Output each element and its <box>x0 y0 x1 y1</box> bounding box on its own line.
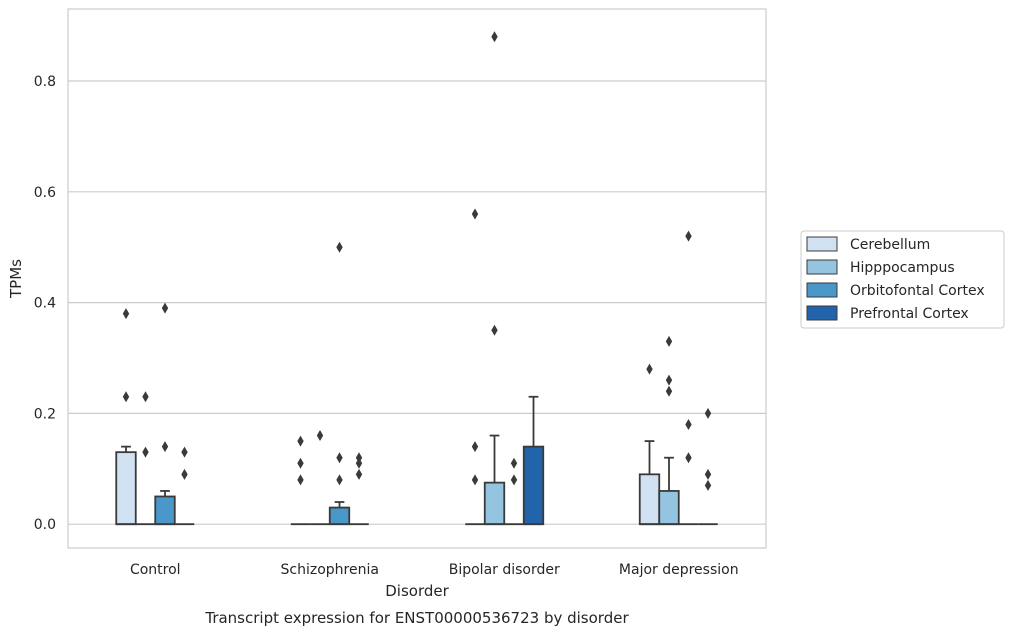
outlier-point <box>142 446 149 458</box>
outlier-point <box>685 230 692 242</box>
outlier-point <box>316 430 324 442</box>
x-tick-label: Schizophrenia <box>281 562 379 578</box>
box-group <box>658 335 680 526</box>
box <box>522 445 545 526</box>
box <box>658 490 680 526</box>
x-tick-label: Bipolar disorder <box>449 562 560 578</box>
outlier-point <box>510 457 518 469</box>
outlier-point <box>665 335 673 347</box>
box-layer <box>115 31 718 526</box>
box-group <box>698 407 718 526</box>
outlier-point <box>685 452 692 464</box>
x-tick-label: Control <box>130 562 181 578</box>
y-axis-label: TPMs <box>7 259 25 299</box>
box <box>328 506 351 526</box>
legend-frame <box>800 230 1005 329</box>
outlier-point <box>297 474 304 486</box>
box <box>115 451 137 526</box>
box-group <box>349 452 369 526</box>
outlier-point <box>336 452 343 464</box>
outlier-point <box>704 479 712 491</box>
x-axis-label: Disorder <box>385 582 449 600</box>
box-group <box>154 302 176 526</box>
legend-swatch <box>806 305 838 321</box>
x-tick-labels: Control Schizophrenia Bipolar disorder Majo… <box>130 562 739 578</box>
outlier-point <box>355 452 363 464</box>
outlier-point <box>491 324 498 336</box>
outlier-point <box>161 441 169 453</box>
plot-frame <box>67 8 767 549</box>
grid-layer <box>68 80 766 525</box>
outlier-point <box>297 457 304 469</box>
legend-swatch <box>806 282 838 298</box>
box-group <box>465 208 485 526</box>
legend: Cerebellum Hipppocampus Orbitofontal Corte… <box>800 230 1005 329</box>
box-group <box>290 435 311 526</box>
y-tick-label: 0.0 <box>34 517 56 533</box>
y-tick-label: 0.4 <box>34 296 56 312</box>
box <box>154 495 176 526</box>
box-group <box>638 363 661 526</box>
outlier-point <box>704 407 712 419</box>
box-group <box>174 446 195 526</box>
outlier-point <box>704 468 712 480</box>
legend-swatch <box>806 236 838 252</box>
chart-caption: Transcript expression for ENST0000053672… <box>204 609 629 627</box>
box-group <box>483 31 506 526</box>
outlier-point <box>181 468 188 480</box>
x-tick-label: Major depression <box>619 562 739 578</box>
outlier-point <box>161 302 169 314</box>
box-group <box>135 391 156 526</box>
outlier-point <box>297 435 304 447</box>
outlier-point <box>355 468 363 480</box>
outlier-point <box>510 474 518 486</box>
box-group <box>522 395 545 526</box>
outlier-point <box>181 446 188 458</box>
outlier-point <box>336 474 343 486</box>
y-tick-label: 0.8 <box>34 74 56 90</box>
outlier-point <box>665 385 673 397</box>
box <box>483 481 506 526</box>
legend-label: Orbitofontal Cortex <box>850 283 985 299</box>
outlier-point <box>471 441 479 453</box>
outlier-point <box>471 474 479 486</box>
box-group <box>115 308 137 526</box>
legend-swatch <box>806 259 838 275</box>
outlier-point <box>685 418 692 430</box>
legend-label: Hipppocampus <box>850 260 955 276</box>
legend-label: Cerebellum <box>850 237 930 253</box>
outlier-point <box>355 457 363 469</box>
outlier-point <box>122 391 130 403</box>
box-group <box>504 457 524 526</box>
y-tick-label: 0.6 <box>34 185 56 201</box>
box-group <box>678 230 699 526</box>
outlier-point <box>122 308 130 320</box>
box <box>638 473 661 526</box>
outlier-point <box>665 374 673 386</box>
box-group <box>310 430 330 526</box>
outlier-point <box>471 208 479 220</box>
outlier-point <box>336 241 343 253</box>
outlier-point <box>646 363 653 375</box>
outlier-point <box>491 31 498 43</box>
y-tick-label: 0.2 <box>34 406 56 422</box>
outlier-point <box>142 391 149 403</box>
box-group <box>328 241 351 526</box>
legend-label: Prefrontal Cortex <box>850 306 969 322</box>
y-tick-labels: 0.0 0.2 0.4 0.6 0.8 <box>34 74 56 533</box>
